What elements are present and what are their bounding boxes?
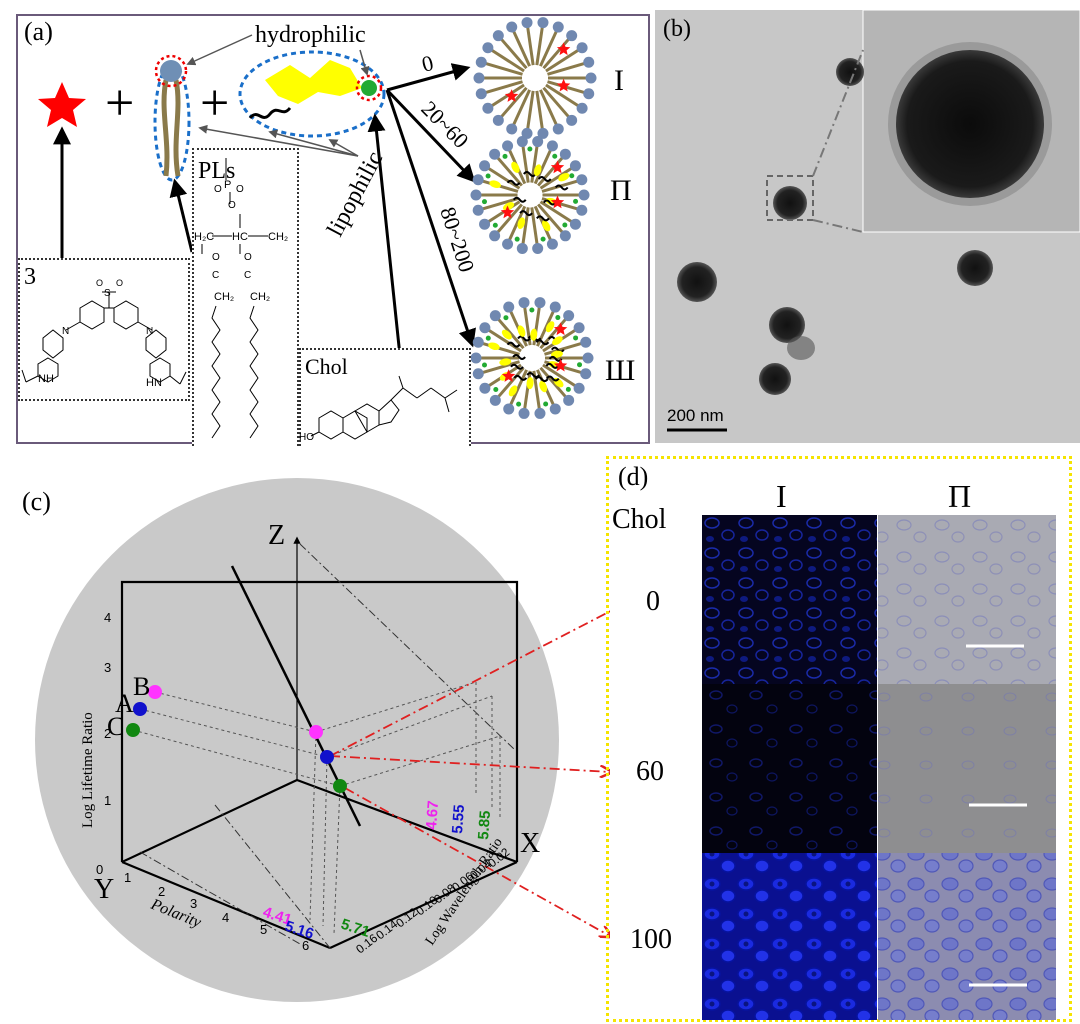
y-tick-3: 3 [190, 896, 197, 911]
point-b-line [309, 725, 323, 739]
pls-atom-p: P [224, 179, 231, 191]
axis-x-label: X [520, 828, 540, 859]
panel-a-label: (a) [24, 17, 53, 46]
hydrophilic-label: hydrophilic [255, 22, 366, 48]
phospholipid-icon [153, 54, 191, 182]
row-label-100: 100 [630, 924, 672, 955]
panel-b-label: (b) [663, 16, 691, 42]
pls-structure: PLs O P O O H₂C HC CH₂ O O C C CH₂ CH₂ [194, 158, 288, 439]
chol-box [299, 348, 471, 446]
chol-atom-ho: HO [299, 432, 314, 443]
xval-555: 5.55 [449, 804, 468, 834]
axis-y-label: Y [94, 874, 114, 905]
micrograph-ii-100 [878, 853, 1056, 1020]
pls-atom-o-4: O [212, 252, 220, 263]
micrograph-i-60 [702, 684, 877, 853]
atom-s: S [104, 288, 111, 299]
panel-d-micrographs [702, 515, 1056, 1020]
point-label-b: B [133, 672, 150, 701]
pls-atom-c-2: C [244, 270, 251, 281]
chol-label: Chol [305, 354, 348, 379]
cholesterol-icon [238, 50, 386, 138]
pls-atom-ch2-3: CH₂ [250, 291, 270, 303]
roman-label-iii: Ш [605, 354, 635, 387]
atom-o-1: O [96, 278, 103, 288]
column-header-ii: Π [948, 478, 972, 514]
drug-star [38, 82, 86, 127]
pls-label: PLs [198, 158, 235, 184]
panel-c-3d-plot: B A C Z X Y Log Lifetime Ratio Polarity … [22, 478, 610, 1002]
point-c-line [333, 779, 347, 793]
xval-467: 4.67 [423, 800, 442, 830]
column-header-i: I [776, 478, 787, 514]
z-tick-4: 4 [104, 610, 111, 625]
atom-n-2: N [146, 326, 153, 337]
liposome-ii-icon [470, 136, 590, 254]
y-ticks: 1 2 3 4 5 6 [124, 870, 309, 953]
pls-atom-ch2-2: CH₂ [214, 291, 234, 303]
point-a-left [133, 702, 147, 716]
panel-c-label: (c) [22, 487, 51, 516]
plus-2: + [200, 75, 229, 132]
point-a-line [320, 750, 334, 764]
plus-1: + [105, 75, 134, 132]
y-tick-6: 6 [302, 938, 309, 953]
pls-atom-c-1: C [212, 270, 219, 281]
pls-box [192, 148, 299, 446]
micrograph-ii-0 [878, 515, 1056, 684]
axis-z-label: Z [268, 520, 285, 551]
micrograph-i-100 [702, 853, 877, 1020]
chol-row-header: Chol [612, 504, 667, 535]
y-tick-2: 2 [158, 884, 165, 899]
z-tick-2: 2 [104, 726, 111, 741]
micrograph-i-0 [702, 515, 877, 684]
panel-d-label: (d) [618, 462, 649, 491]
arrow-label-0: 0 [419, 50, 436, 77]
pls-atom-hc: HC [232, 231, 248, 243]
atom-hn: HN [146, 377, 162, 389]
pls-atom-o-1: O [214, 184, 222, 195]
z-tick-3: 3 [104, 660, 111, 675]
pls-atom-o-2: O [236, 184, 244, 195]
point-c-left [126, 723, 140, 737]
liposome-iii-icon [470, 297, 594, 419]
roman-label-i: I [614, 64, 624, 97]
z-tick-1: 1 [104, 793, 111, 808]
atom-nh: NH [38, 373, 54, 385]
z-ticks: 0 1 2 3 4 [96, 610, 111, 877]
point-label-c: C [107, 712, 124, 741]
pls-atom-o-3: O [228, 200, 236, 211]
compound-3-structure: 3 S O O N N NH HN [21, 264, 187, 389]
roman-label-ii: Π [610, 174, 632, 207]
atom-n-1: N [62, 326, 69, 337]
y-tick-5: 5 [260, 922, 267, 937]
scale-bar-label: 200 nm [667, 406, 724, 425]
micrograph-ii-60 [878, 684, 1056, 853]
liposome-i-icon [473, 17, 597, 139]
panel-a-drawing: + + hydrophilic lipophilic 0 20~60 80~20… [24, 17, 635, 419]
arrow-label-20-60: 20~60 [416, 96, 473, 153]
point-label-a: A [115, 689, 134, 718]
row-label-0: 0 [646, 586, 660, 617]
point-b-left [148, 685, 162, 699]
pls-atom-o-5: O [244, 252, 252, 263]
y-tick-4: 4 [222, 910, 229, 925]
pls-atom-ch2: CH₂ [268, 231, 288, 243]
arrow-label-80-200: 80~200 [435, 204, 479, 275]
y-tick-1: 1 [124, 870, 131, 885]
compound-number: 3 [24, 264, 36, 290]
compound-3-box [18, 258, 190, 401]
row-label-60: 60 [636, 756, 664, 787]
pls-atom-h2c: H₂C [194, 231, 214, 243]
xval-585: 5.85 [475, 810, 494, 840]
panel-b-tem-image: 200 nm (b) [655, 10, 1080, 443]
z-tick-0: 0 [96, 862, 103, 877]
panel-d-frame [606, 456, 1072, 1022]
chol-structure: Chol HO [299, 354, 458, 443]
atom-o-2: O [116, 278, 123, 288]
z-axis-title: Log Lifetime Ratio [80, 712, 96, 828]
